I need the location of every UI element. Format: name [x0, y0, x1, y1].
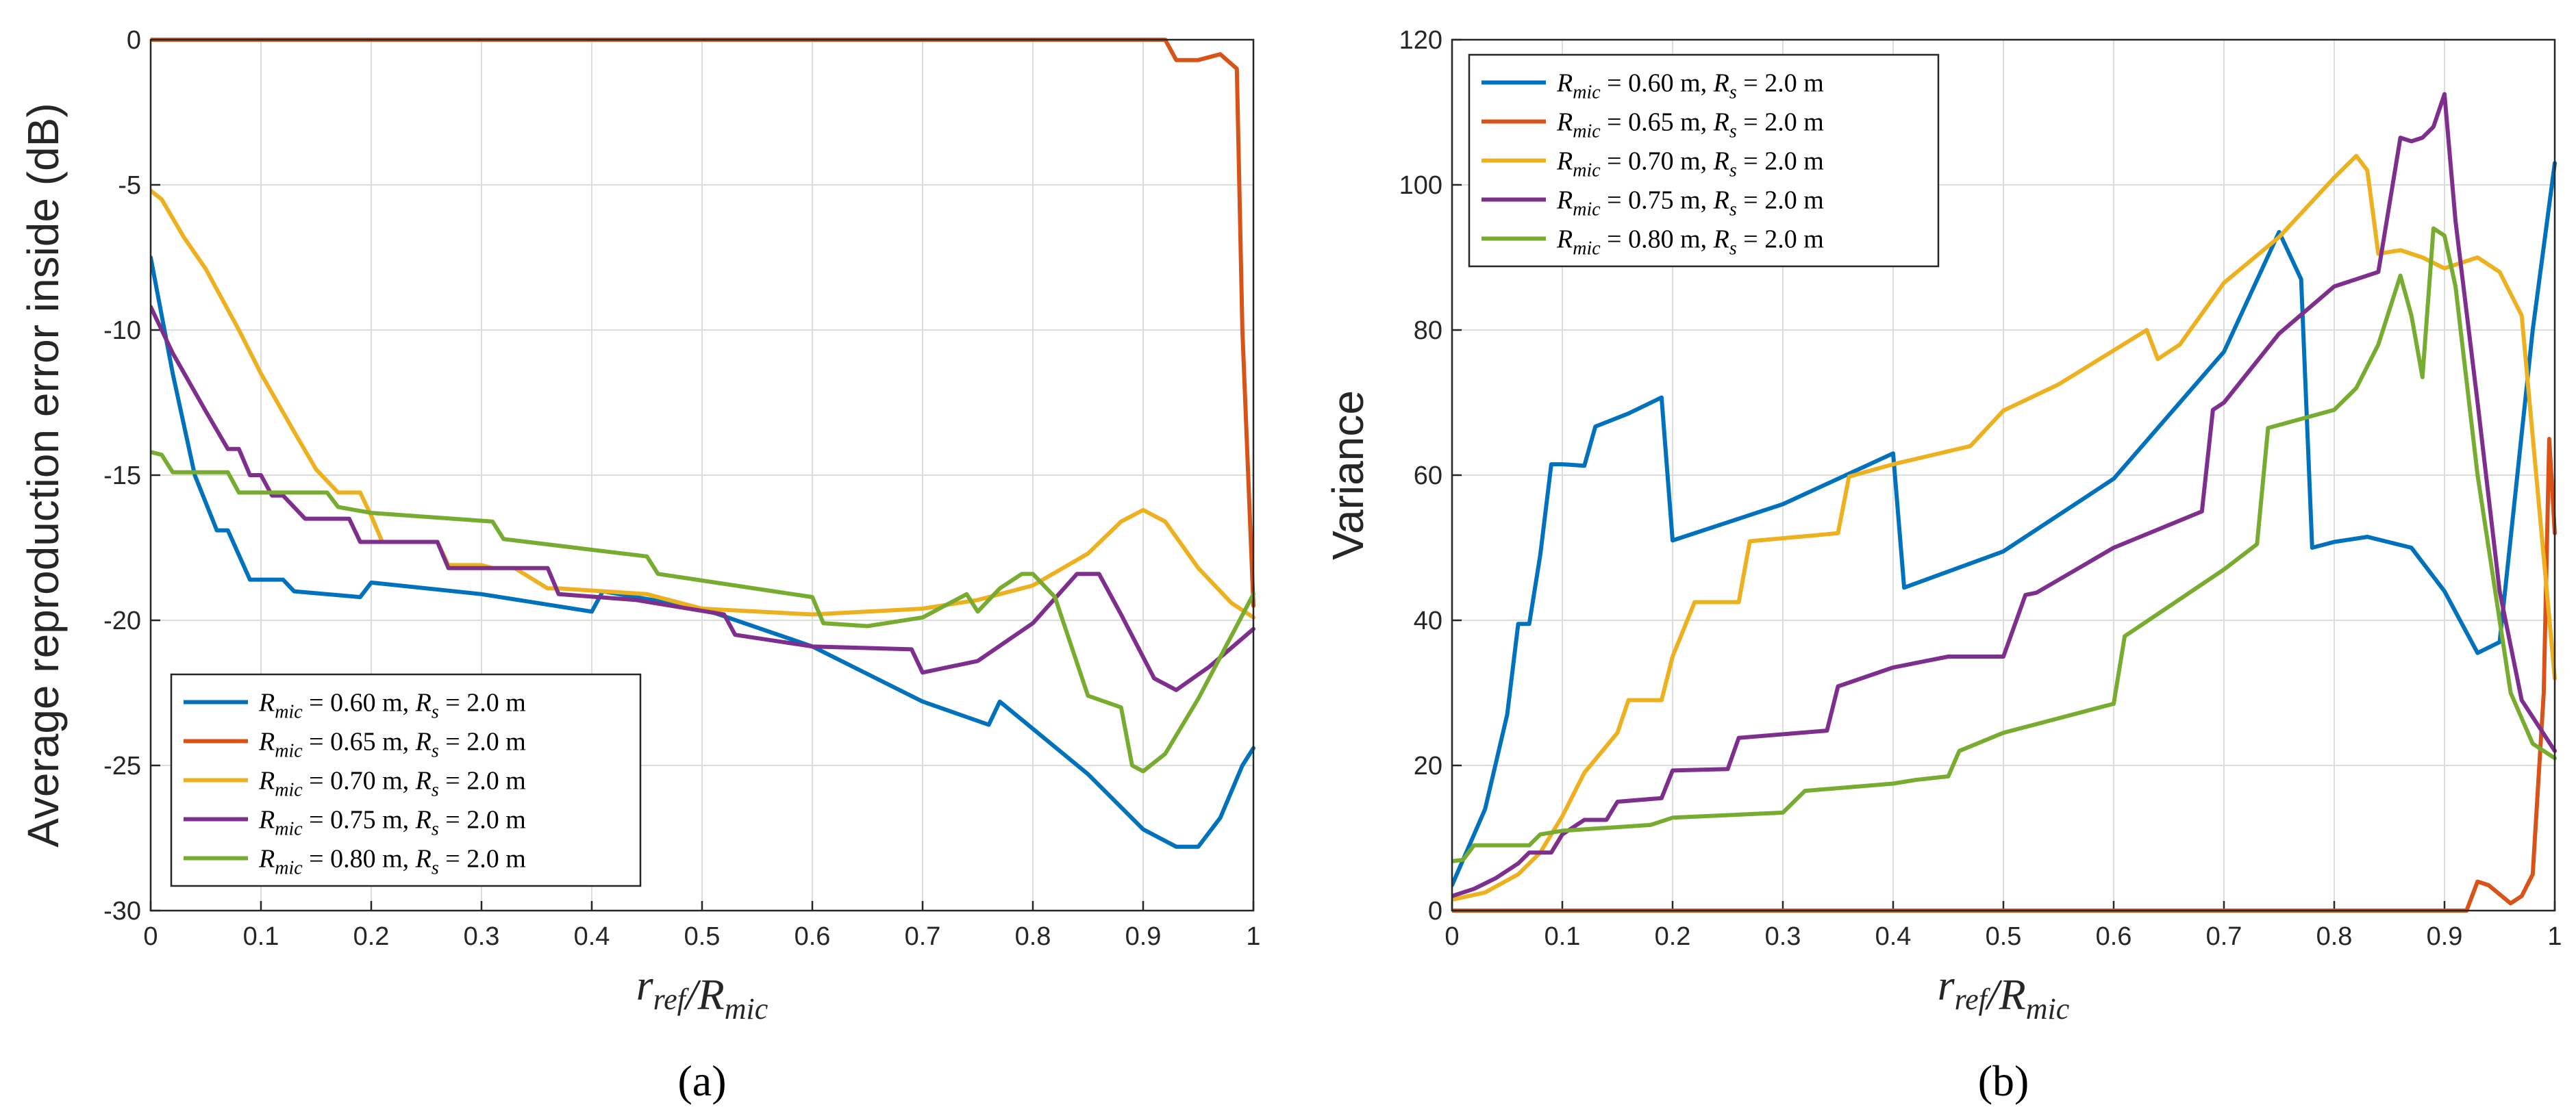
x-tick-label: 0.9	[1125, 922, 1162, 951]
legend: Rmic = 0.60 m, Rs = 2.0 m Rmic = 0.65 m, …	[1468, 53, 1940, 268]
legend-entry-4: Rmic = 0.75 m, Rs = 2.0 m	[1556, 186, 1824, 220]
x-tick-label: 0.4	[574, 922, 610, 951]
legend-box	[170, 673, 642, 887]
x-tick-label: 0.6	[795, 922, 831, 951]
y-tick-label: 0	[127, 26, 141, 55]
legend-box	[1468, 53, 1940, 268]
x-tick-label: 0.9	[2427, 922, 2463, 951]
legend-entry-2: Rmic = 0.65 m, Rs = 2.0 m	[258, 728, 526, 762]
x-tick-label: 1	[1246, 922, 1260, 951]
x-tick-label: 0.2	[353, 922, 390, 951]
x-tick-label: 0.7	[2206, 922, 2242, 951]
y-tick-label: 60	[1414, 461, 1442, 490]
series-line-5	[151, 450, 1255, 774]
x-tick-label: 0.3	[464, 922, 500, 951]
y-tick-label: -15	[103, 461, 141, 490]
x-tick-label: 1	[2547, 922, 2562, 951]
y-tick-label: 20	[1414, 752, 1442, 781]
y-tick-label: 120	[1399, 26, 1442, 55]
x-tick-label: 0.7	[905, 922, 941, 951]
x-tick-label: 0.8	[2316, 922, 2353, 951]
x-axis-label: rref/Rmic	[1938, 961, 2070, 1026]
series-line-5	[1452, 226, 2557, 863]
x-tick-label: 0.5	[684, 922, 721, 951]
y-tick-label: -20	[103, 607, 141, 635]
panel-b-chart: 0 0.1 0.2 0.3 0.4 0.5 0.6 0.7 0.8 0.9 1 0 20 40 60 80 10…	[1323, 26, 2562, 1105]
legend-entry-3: Rmic = 0.70 m, Rs = 2.0 m	[1556, 147, 1824, 181]
series-group	[1452, 92, 2557, 913]
panel-label: (b)	[1978, 1056, 2029, 1105]
legend-entry-5: Rmic = 0.80 m, Rs = 2.0 m	[258, 845, 526, 879]
y-tick-label: -25	[103, 752, 141, 781]
y-tick-label: -5	[118, 171, 141, 200]
legend-entry-1: Rmic = 0.60 m, Rs = 2.0 m	[258, 689, 526, 723]
x-tick-label: 0.1	[243, 922, 279, 951]
panel-a-chart: 0 0.1 0.2 0.3 0.4 0.5 0.6 0.7 0.8 0.9 1 0 -5 -10 -15 -2…	[18, 26, 1261, 1105]
x-tick-label: 0	[1445, 922, 1459, 951]
x-tick-label: 0.2	[1655, 922, 1691, 951]
axes-box	[1451, 38, 2556, 912]
axes-box	[149, 38, 1255, 912]
series-line-1	[1452, 161, 2557, 887]
series-line-3	[1452, 153, 2557, 902]
x-axis-label: rref/Rmic	[636, 961, 768, 1026]
x-tick-label: 0.8	[1015, 922, 1051, 951]
x-tick-label: 0.4	[1875, 922, 1912, 951]
x-tick-label: 0.5	[1986, 922, 2022, 951]
legend-entry-2: Rmic = 0.65 m, Rs = 2.0 m	[1556, 108, 1824, 142]
y-axis-label: Variance	[1323, 390, 1373, 560]
legend-entry-5: Rmic = 0.80 m, Rs = 2.0 m	[1556, 225, 1824, 259]
series-line-4	[151, 305, 1255, 692]
y-tick-label: 80	[1414, 316, 1442, 345]
legend-entry-4: Rmic = 0.75 m, Rs = 2.0 m	[258, 806, 526, 840]
x-tick-label: 0.3	[1765, 922, 1801, 951]
legend: Rmic = 0.60 m, Rs = 2.0 m Rmic = 0.65 m, …	[170, 673, 642, 887]
x-tick-label: 0	[143, 922, 158, 951]
panel-label: (a)	[677, 1056, 726, 1105]
legend-entry-1: Rmic = 0.60 m, Rs = 2.0 m	[1556, 69, 1824, 103]
y-axis-label: Average reproduction error inside (dB)	[18, 103, 68, 847]
y-tick-label: 0	[1428, 897, 1442, 926]
legend-entry-3: Rmic = 0.70 m, Rs = 2.0 m	[258, 767, 526, 801]
y-tick-label: -30	[103, 897, 141, 926]
y-tick-label: 40	[1414, 607, 1442, 635]
y-tick-label: -10	[103, 316, 141, 345]
y-tick-label: 100	[1399, 171, 1442, 200]
x-tick-label: 0.6	[2096, 922, 2132, 951]
x-tick-label: 0.1	[1545, 922, 1581, 951]
